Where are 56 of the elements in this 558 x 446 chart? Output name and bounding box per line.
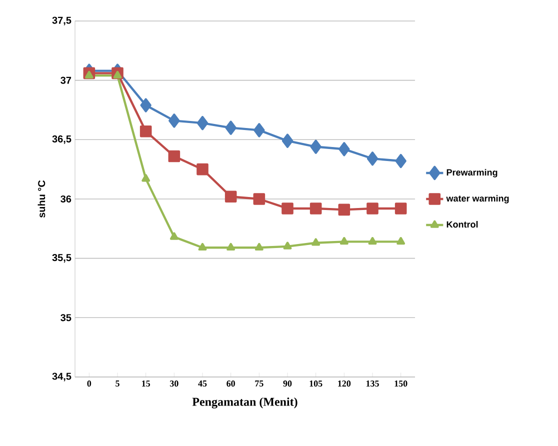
point xyxy=(253,193,266,205)
x-tick-label: 15 xyxy=(142,380,150,387)
legend-label: water warming xyxy=(446,194,509,204)
y-tick-label: 36,5 xyxy=(52,135,72,144)
point xyxy=(140,98,152,112)
point xyxy=(310,202,322,214)
point xyxy=(142,174,150,182)
y-tick-label: 37 xyxy=(60,76,72,84)
y-tick-label: 37,5 xyxy=(52,16,72,26)
point xyxy=(396,237,406,245)
point xyxy=(168,150,180,162)
point xyxy=(282,134,294,148)
x-tick-label: 45 xyxy=(198,380,207,387)
y-tick-label: 35 xyxy=(60,314,72,322)
point xyxy=(196,163,208,176)
point xyxy=(283,242,292,250)
point xyxy=(368,237,377,245)
x-tick-label: 120 xyxy=(338,380,351,387)
point xyxy=(254,242,264,251)
x-tick-label: 150 xyxy=(394,380,408,387)
point xyxy=(196,116,208,130)
point xyxy=(224,190,237,203)
point xyxy=(170,232,178,240)
x-axis-title: Pengamatan (Menit) xyxy=(192,397,298,408)
point xyxy=(312,238,320,246)
point xyxy=(84,70,94,78)
point xyxy=(366,202,378,214)
point xyxy=(198,242,207,251)
point xyxy=(254,123,265,138)
point xyxy=(225,120,236,135)
y-tick-label: 35,5 xyxy=(52,254,72,263)
x-tick-label: 90 xyxy=(283,380,292,387)
point xyxy=(394,202,407,214)
y-axis-title: suhu °C xyxy=(38,180,46,218)
x-tick-label: 105 xyxy=(310,380,322,387)
y-tick-label: 36 xyxy=(60,195,72,203)
point xyxy=(140,125,152,138)
point xyxy=(310,140,322,154)
point xyxy=(366,152,378,166)
point xyxy=(340,237,348,245)
x-tick-label: 0 xyxy=(87,380,92,387)
legend-label: Kontrol xyxy=(446,220,478,228)
point xyxy=(338,204,350,216)
point xyxy=(168,114,180,128)
y-tick-label: 34,5 xyxy=(52,372,72,382)
point xyxy=(282,202,294,214)
legend-label: Prewarming xyxy=(446,168,498,178)
x-tick-label: 75 xyxy=(255,380,264,387)
x-tick-label: 60 xyxy=(226,380,235,387)
point xyxy=(338,142,350,156)
x-tick-label: 30 xyxy=(170,380,178,387)
point xyxy=(226,242,236,251)
x-tick-label: 5 xyxy=(116,380,120,387)
point xyxy=(113,70,122,78)
x-tick-label: 135 xyxy=(366,380,379,387)
point xyxy=(395,154,406,168)
